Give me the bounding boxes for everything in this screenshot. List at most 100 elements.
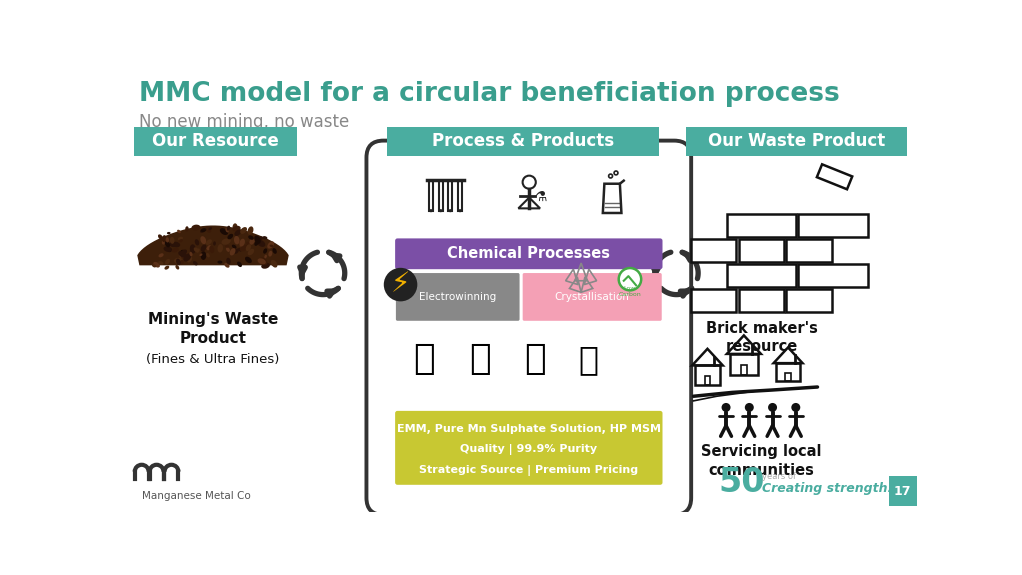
Ellipse shape <box>247 227 253 235</box>
Ellipse shape <box>179 250 184 255</box>
Ellipse shape <box>183 254 191 262</box>
Ellipse shape <box>233 223 237 231</box>
Circle shape <box>745 403 754 412</box>
Ellipse shape <box>165 266 170 270</box>
Ellipse shape <box>206 245 212 250</box>
Ellipse shape <box>234 236 239 244</box>
Bar <box>798 214 868 237</box>
Ellipse shape <box>196 248 199 252</box>
Ellipse shape <box>247 249 254 255</box>
Ellipse shape <box>180 250 187 256</box>
Ellipse shape <box>158 235 162 240</box>
Text: Quality | 99.9% Purity: Quality | 99.9% Purity <box>460 444 598 455</box>
Ellipse shape <box>268 242 274 248</box>
Ellipse shape <box>226 247 230 252</box>
Ellipse shape <box>232 244 236 248</box>
Ellipse shape <box>153 262 159 267</box>
Ellipse shape <box>449 209 453 212</box>
Bar <box>438 182 443 210</box>
Ellipse shape <box>200 236 206 244</box>
Ellipse shape <box>254 240 259 246</box>
Ellipse shape <box>161 238 167 244</box>
Ellipse shape <box>158 253 164 258</box>
Bar <box>817 164 852 189</box>
Bar <box>730 354 758 375</box>
Ellipse shape <box>189 252 192 256</box>
Ellipse shape <box>265 255 267 258</box>
Bar <box>429 182 433 210</box>
Ellipse shape <box>227 225 230 231</box>
Ellipse shape <box>222 238 231 245</box>
Bar <box>691 289 736 312</box>
Ellipse shape <box>193 261 197 266</box>
FancyBboxPatch shape <box>889 476 917 505</box>
Ellipse shape <box>271 260 277 267</box>
Ellipse shape <box>164 246 172 252</box>
Text: 🚢: 🚢 <box>524 342 546 376</box>
Text: No new mining, no waste: No new mining, no waste <box>139 113 350 131</box>
Ellipse shape <box>269 251 272 256</box>
Text: 🤝: 🤝 <box>413 342 434 376</box>
Ellipse shape <box>158 261 164 265</box>
Ellipse shape <box>248 235 253 240</box>
Text: Our Waste Product: Our Waste Product <box>707 132 885 151</box>
Bar <box>691 239 736 262</box>
Text: years of: years of <box>761 472 796 481</box>
Ellipse shape <box>240 227 247 234</box>
Ellipse shape <box>245 256 251 263</box>
Ellipse shape <box>257 240 266 247</box>
Ellipse shape <box>438 209 443 212</box>
Ellipse shape <box>232 226 241 231</box>
Ellipse shape <box>208 227 212 230</box>
Ellipse shape <box>237 262 242 267</box>
Ellipse shape <box>187 256 192 263</box>
Ellipse shape <box>170 237 175 244</box>
Ellipse shape <box>240 245 248 251</box>
Ellipse shape <box>210 246 215 253</box>
Bar <box>786 289 832 312</box>
Ellipse shape <box>228 234 233 239</box>
Ellipse shape <box>206 247 211 250</box>
Ellipse shape <box>176 265 179 270</box>
Bar <box>727 214 796 237</box>
FancyBboxPatch shape <box>367 141 691 515</box>
Ellipse shape <box>191 225 200 231</box>
Ellipse shape <box>200 251 206 260</box>
Text: ⚗: ⚗ <box>533 190 547 204</box>
Ellipse shape <box>273 248 277 254</box>
Ellipse shape <box>179 255 182 258</box>
Ellipse shape <box>238 248 241 252</box>
Ellipse shape <box>176 259 181 265</box>
Ellipse shape <box>214 242 216 246</box>
Ellipse shape <box>226 258 231 264</box>
Ellipse shape <box>167 232 171 234</box>
Ellipse shape <box>184 255 187 259</box>
Ellipse shape <box>218 244 223 252</box>
Ellipse shape <box>220 228 228 235</box>
Ellipse shape <box>178 237 183 240</box>
Ellipse shape <box>458 209 462 212</box>
Ellipse shape <box>170 242 177 247</box>
Bar <box>727 264 796 287</box>
Bar <box>704 376 710 385</box>
Ellipse shape <box>195 239 199 246</box>
Text: 🚛: 🚛 <box>469 342 492 376</box>
Ellipse shape <box>247 245 251 248</box>
Text: (Fines & Ultra Fines): (Fines & Ultra Fines) <box>146 353 280 366</box>
Ellipse shape <box>161 235 167 242</box>
Ellipse shape <box>246 242 250 246</box>
Bar <box>786 239 832 262</box>
FancyBboxPatch shape <box>387 126 658 156</box>
Ellipse shape <box>263 248 267 254</box>
Text: Manganese Metal Co: Manganese Metal Co <box>142 492 250 501</box>
FancyBboxPatch shape <box>522 273 661 321</box>
Text: 17: 17 <box>894 485 912 498</box>
Ellipse shape <box>200 244 206 252</box>
Ellipse shape <box>200 229 205 233</box>
Text: Crystallisation: Crystallisation <box>555 292 630 302</box>
Ellipse shape <box>165 241 170 247</box>
Text: Chemical Processes: Chemical Processes <box>448 246 610 261</box>
Ellipse shape <box>262 263 270 269</box>
Bar <box>798 264 868 287</box>
Ellipse shape <box>180 259 184 264</box>
